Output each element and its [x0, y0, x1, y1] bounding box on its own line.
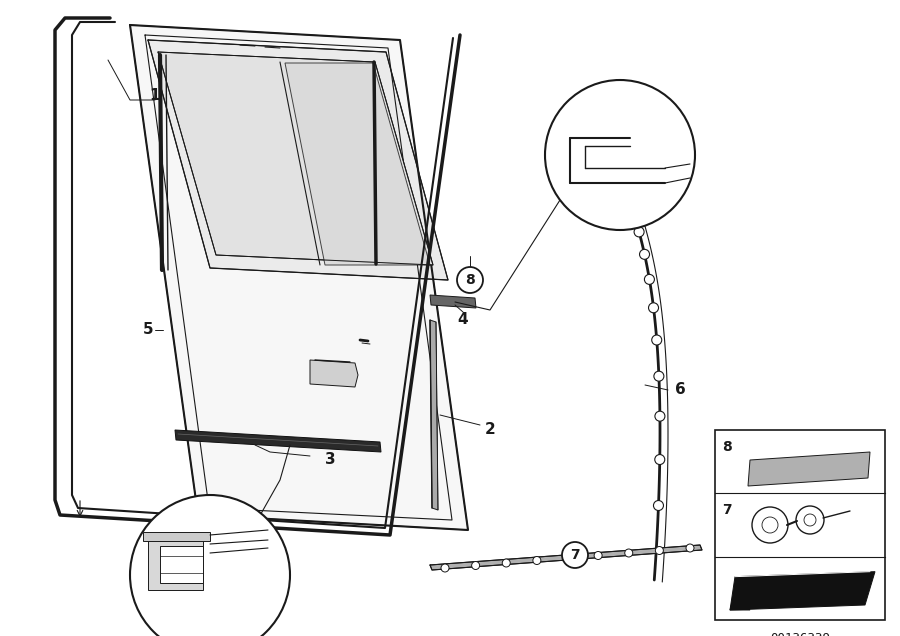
Circle shape: [655, 455, 665, 464]
Text: 8: 8: [465, 273, 475, 287]
Polygon shape: [148, 40, 448, 280]
Circle shape: [686, 544, 694, 552]
Polygon shape: [130, 25, 468, 530]
Circle shape: [640, 249, 650, 259]
Text: 8: 8: [722, 440, 732, 454]
Polygon shape: [730, 572, 875, 610]
Circle shape: [655, 411, 665, 421]
Circle shape: [653, 501, 663, 511]
Polygon shape: [730, 592, 750, 610]
Text: 6: 6: [675, 382, 686, 398]
Text: 7: 7: [571, 548, 580, 562]
Polygon shape: [430, 545, 702, 570]
Circle shape: [625, 549, 633, 557]
Circle shape: [562, 542, 588, 568]
Text: 2: 2: [484, 422, 495, 438]
Circle shape: [545, 80, 695, 230]
Text: 00136339: 00136339: [770, 632, 830, 636]
Polygon shape: [158, 52, 433, 265]
Bar: [715, 430, 885, 620]
Polygon shape: [748, 452, 870, 486]
Circle shape: [533, 556, 541, 565]
Polygon shape: [310, 360, 358, 387]
Circle shape: [655, 546, 663, 555]
Polygon shape: [160, 546, 203, 583]
Text: 1: 1: [149, 88, 160, 102]
Text: 4: 4: [458, 312, 468, 328]
Polygon shape: [285, 63, 430, 265]
Polygon shape: [148, 538, 203, 590]
Text: 7: 7: [722, 503, 732, 517]
Circle shape: [563, 554, 572, 562]
Text: 5: 5: [143, 322, 153, 338]
Circle shape: [502, 559, 510, 567]
Polygon shape: [430, 295, 476, 308]
Polygon shape: [430, 320, 438, 510]
Circle shape: [594, 551, 602, 560]
Polygon shape: [143, 532, 210, 541]
Polygon shape: [175, 430, 381, 452]
Circle shape: [472, 562, 480, 569]
Circle shape: [130, 495, 290, 636]
Circle shape: [628, 206, 638, 216]
Circle shape: [654, 371, 664, 381]
Text: 3: 3: [325, 452, 336, 467]
Circle shape: [644, 274, 654, 284]
Circle shape: [649, 303, 659, 313]
Circle shape: [457, 267, 483, 293]
Circle shape: [634, 227, 644, 237]
Circle shape: [441, 564, 449, 572]
Circle shape: [652, 335, 662, 345]
